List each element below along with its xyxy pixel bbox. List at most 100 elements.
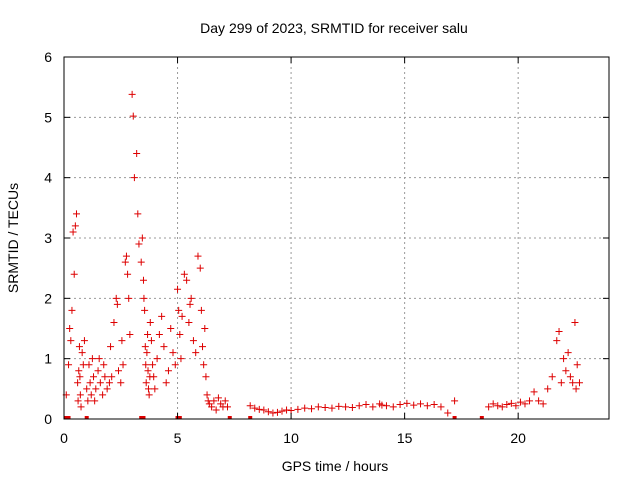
y-axis-label: SRMTID / TECUs	[5, 183, 21, 293]
data-point	[566, 373, 574, 381]
data-point	[301, 404, 309, 412]
axis-ticks: 0 5 10 15 20 0 1 2 3 4 5 6	[44, 49, 609, 446]
data-points	[62, 90, 583, 419]
data-point	[197, 306, 205, 314]
data-point	[348, 404, 356, 412]
data-point	[512, 402, 520, 410]
data-point	[150, 373, 158, 381]
y-tick-label: 6	[44, 49, 52, 65]
data-point	[100, 361, 108, 369]
data-point	[85, 361, 93, 369]
data-point	[141, 306, 149, 314]
data-point	[260, 406, 268, 414]
data-point	[189, 337, 197, 345]
zero-marker	[479, 416, 484, 419]
data-point	[137, 258, 145, 266]
data-point	[66, 325, 74, 332]
data-point	[224, 403, 231, 411]
data-point	[178, 312, 186, 320]
data-point	[485, 403, 493, 411]
data-point	[75, 343, 83, 351]
data-point	[278, 407, 286, 415]
data-point	[143, 349, 151, 357]
data-point	[564, 349, 572, 357]
data-point	[180, 270, 188, 278]
data-point	[572, 385, 580, 393]
data-point	[105, 379, 113, 387]
data-point	[86, 379, 94, 387]
data-point	[308, 405, 316, 413]
data-point	[521, 400, 529, 408]
data-point	[77, 403, 85, 411]
data-point	[196, 264, 204, 272]
data-point	[283, 406, 291, 414]
data-point	[144, 385, 152, 393]
data-point	[171, 361, 179, 369]
data-point	[70, 270, 78, 278]
data-point	[140, 294, 148, 302]
data-point	[444, 409, 452, 417]
data-point	[126, 331, 134, 339]
data-point	[342, 403, 350, 411]
data-point	[117, 379, 125, 387]
data-point	[201, 325, 209, 332]
y-tick-label: 3	[44, 230, 52, 246]
data-point	[437, 403, 445, 411]
data-point	[246, 402, 254, 410]
data-point	[212, 406, 220, 414]
data-point	[125, 294, 133, 302]
data-point	[134, 210, 142, 218]
data-point	[160, 343, 168, 351]
y-tick-label: 4	[44, 170, 52, 186]
x-tick-label: 5	[174, 430, 182, 446]
data-point	[417, 400, 425, 408]
data-point	[133, 150, 141, 158]
data-point	[526, 397, 534, 405]
data-point	[423, 402, 431, 410]
data-point	[115, 367, 122, 375]
data-point	[146, 318, 154, 326]
data-point	[335, 402, 343, 410]
data-point	[553, 337, 561, 345]
data-point	[251, 404, 259, 412]
zero-marker	[452, 416, 457, 419]
data-point	[403, 399, 411, 407]
data-point	[128, 90, 136, 98]
data-point	[91, 397, 99, 405]
data-point	[68, 306, 76, 314]
data-point	[147, 337, 155, 345]
data-point	[544, 385, 552, 393]
data-point	[101, 373, 109, 381]
data-point	[144, 331, 152, 339]
data-point	[112, 294, 120, 302]
data-point	[145, 391, 153, 399]
data-point	[539, 400, 547, 408]
data-point	[194, 252, 202, 260]
data-point	[130, 174, 138, 182]
data-point	[158, 312, 166, 320]
data-point	[287, 407, 295, 415]
y-tick-label: 2	[44, 290, 52, 306]
data-point	[378, 401, 386, 409]
data-point	[494, 402, 502, 410]
zero-marker	[139, 416, 144, 419]
data-point	[516, 398, 524, 406]
data-point	[74, 379, 82, 387]
y-tick-label: 1	[44, 351, 52, 367]
data-point	[142, 361, 150, 369]
data-point	[573, 361, 581, 369]
data-point	[548, 373, 556, 381]
data-point	[507, 399, 515, 407]
data-point	[328, 404, 336, 412]
zero-marker	[66, 416, 71, 419]
data-point	[84, 397, 92, 405]
zero-marker	[227, 416, 232, 419]
data-point	[78, 349, 86, 357]
data-point	[187, 294, 195, 302]
data-point	[121, 258, 129, 266]
data-point	[169, 349, 177, 357]
data-point	[362, 401, 370, 409]
data-point	[210, 397, 218, 405]
data-point	[569, 379, 577, 387]
